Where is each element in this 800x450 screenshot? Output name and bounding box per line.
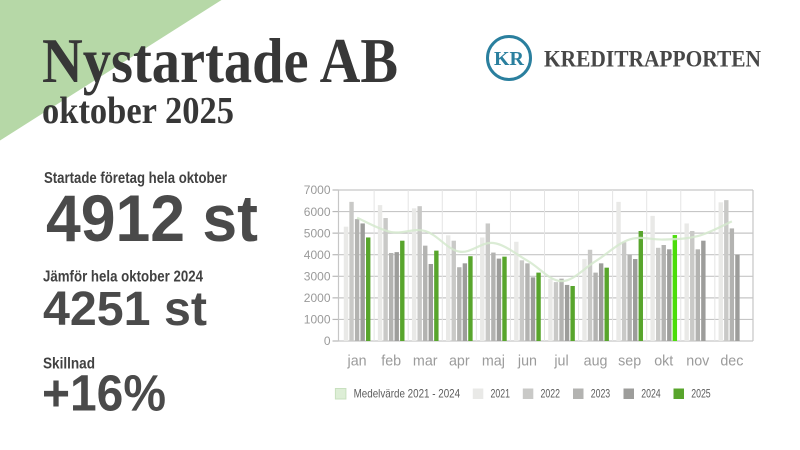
svg-text:jul: jul — [553, 354, 568, 370]
svg-text:KR: KR — [494, 48, 525, 70]
svg-text:oktober 2025: oktober 2025 — [42, 90, 234, 132]
svg-text:5000: 5000 — [304, 226, 331, 240]
svg-text:2022: 2022 — [541, 387, 561, 401]
svg-text:sep: sep — [618, 354, 641, 370]
svg-text:6000: 6000 — [304, 205, 331, 219]
svg-text:1000: 1000 — [304, 313, 331, 327]
svg-text:aug: aug — [584, 354, 608, 370]
svg-text:3000: 3000 — [304, 269, 331, 283]
svg-text:Medelvärde 2021 - 2024: Medelvärde 2021 - 2024 — [354, 387, 461, 401]
svg-text:KREDITRAPPORTEN: KREDITRAPPORTEN — [544, 46, 761, 72]
svg-text:0: 0 — [324, 334, 331, 348]
svg-text:+16%: +16% — [42, 365, 166, 422]
svg-text:Startade företag hela oktober: Startade företag hela oktober — [44, 170, 227, 187]
svg-text:Nystartade AB: Nystartade AB — [42, 25, 398, 96]
svg-text:2000: 2000 — [304, 291, 331, 305]
svg-text:dec: dec — [720, 354, 743, 370]
svg-text:4912 st: 4912 st — [46, 181, 258, 255]
svg-text:feb: feb — [381, 354, 401, 370]
svg-text:okt: okt — [654, 354, 673, 370]
svg-text:7000: 7000 — [304, 183, 331, 197]
svg-text:2023: 2023 — [591, 387, 611, 401]
svg-text:nov: nov — [686, 354, 710, 370]
svg-text:4000: 4000 — [304, 248, 331, 262]
svg-text:Skillnad: Skillnad — [43, 356, 95, 373]
svg-text:2025: 2025 — [691, 387, 711, 401]
svg-text:apr: apr — [449, 354, 470, 370]
svg-text:jan: jan — [347, 354, 367, 370]
svg-text:maj: maj — [482, 354, 505, 370]
svg-text:2021: 2021 — [491, 387, 511, 401]
svg-text:jun: jun — [517, 354, 537, 370]
svg-text:Jämför hela oktober 2024: Jämför hela oktober 2024 — [43, 269, 203, 286]
svg-text:4251 st: 4251 st — [43, 283, 207, 336]
svg-text:2024: 2024 — [641, 387, 661, 401]
svg-text:mar: mar — [413, 354, 438, 370]
